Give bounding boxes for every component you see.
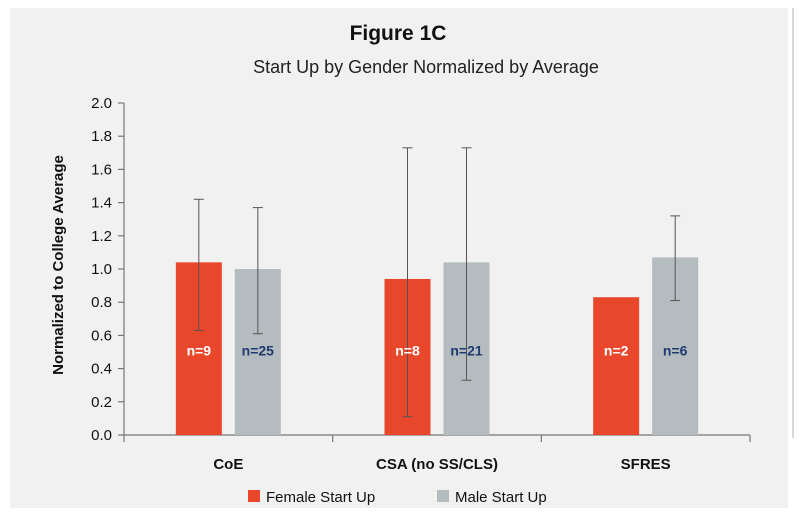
legend-label: Male Start Up	[455, 489, 547, 506]
legend-swatch	[248, 490, 260, 502]
x-tick-label: SFRES	[621, 456, 671, 473]
data-label: n=2	[604, 342, 629, 358]
bar	[593, 297, 640, 435]
legend: Female Start Up Male Start Up	[248, 489, 547, 506]
legend-label: Female Start Up	[266, 489, 375, 506]
legend-swatch	[437, 490, 449, 502]
x-tick-label: CoE	[213, 456, 243, 473]
chart-title: Figure 1C	[350, 22, 447, 45]
y-axis-label: Normalized to College Average	[50, 155, 67, 375]
data-label: n=21	[450, 342, 483, 358]
data-label: n=6	[663, 342, 688, 358]
y-tick-label: 1.0	[91, 261, 112, 278]
data-label: n=9	[187, 342, 212, 358]
y-tick-label: 1.4	[91, 195, 112, 212]
chart-subtitle: Start Up by Gender Normalized by Average	[253, 57, 599, 77]
data-label: n=25	[242, 342, 275, 358]
y-tick-label: 0.6	[91, 327, 112, 344]
plot-area: 0.0 0.2 0.4 0.6 0.8 1.0 1.2 1.4 1.6 1.8 2.0 n=9 n=25…	[91, 95, 751, 473]
y-tick-label: 2.0	[91, 95, 112, 112]
y-tick-label: 0.4	[91, 361, 112, 378]
y-tick-label: 1.8	[91, 128, 112, 145]
y-tick-label: 0.0	[91, 427, 112, 444]
y-tick-label: 1.6	[91, 161, 112, 178]
data-label: n=8	[395, 342, 420, 358]
panel-edge	[792, 8, 794, 438]
x-tick-label: CSA (no SS/CLS)	[376, 456, 498, 473]
y-tick-label: 1.2	[91, 228, 112, 245]
y-tick-label: 0.8	[91, 294, 112, 311]
y-tick-label: 0.2	[91, 394, 112, 411]
